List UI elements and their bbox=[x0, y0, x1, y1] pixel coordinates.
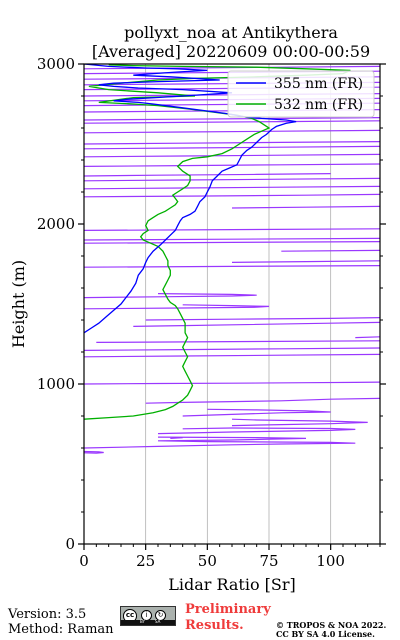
copyright-line2: CC BY SA 4.0 License. bbox=[276, 629, 375, 639]
series-group bbox=[84, 64, 380, 454]
y-tick-label-3: 3000 bbox=[37, 55, 75, 73]
noise-segment-17 bbox=[231, 260, 380, 263]
noise-segment-33 bbox=[84, 117, 380, 121]
noise-segment-3 bbox=[157, 427, 356, 435]
noise-segment-29 bbox=[84, 145, 380, 150]
preliminary-line1: Preliminary bbox=[185, 602, 271, 617]
chart-title-line2: [Averaged] 20220609 00:00-00:59 bbox=[92, 42, 370, 61]
y-tick-label-1: 1000 bbox=[37, 375, 75, 393]
noise-segment-14 bbox=[84, 304, 270, 310]
series-line-355nm bbox=[84, 64, 297, 334]
noise-segment-31 bbox=[84, 129, 380, 134]
noise-segment-13 bbox=[145, 317, 380, 321]
legend-label-355: 355 nm (FR) bbox=[274, 76, 363, 92]
version-text: Version: 3.5 bbox=[8, 607, 87, 622]
x-tick-label-1: 25 bbox=[136, 552, 155, 570]
legend: 355 nm (FR) 532 nm (FR) bbox=[227, 70, 375, 118]
x-tick-label-3: 75 bbox=[259, 552, 278, 570]
copyright-line1: © TROPOS & NOA 2022. bbox=[276, 620, 387, 630]
noise-segment-8 bbox=[84, 353, 380, 358]
x-tick-label-0: 0 bbox=[79, 552, 89, 570]
noise-segment-10 bbox=[96, 340, 380, 343]
chart-title-line1: pollyxt_noa at Antikythera bbox=[124, 23, 338, 42]
noise-segment-4 bbox=[231, 418, 368, 427]
cc-by-label: BY bbox=[140, 619, 145, 624]
y-axis-label: Height (m) bbox=[9, 260, 28, 348]
noise-segment-22 bbox=[231, 205, 380, 209]
y-tick-label-2: 2000 bbox=[37, 215, 75, 233]
x-tick-label-2: 50 bbox=[198, 552, 217, 570]
legend-label-532: 532 nm (FR) bbox=[274, 97, 363, 113]
method-text: Method: Raman bbox=[8, 622, 114, 637]
noise-segment-27 bbox=[84, 163, 380, 167]
noise-segment-16 bbox=[84, 265, 380, 268]
noise-segment-0 bbox=[84, 450, 104, 454]
noise-segment-15 bbox=[84, 293, 257, 299]
noise-segment-18 bbox=[281, 249, 380, 252]
x-tick-label-4: 100 bbox=[316, 552, 345, 570]
noise-segment-21 bbox=[84, 228, 380, 231]
cc-sa-label: SA bbox=[155, 619, 161, 624]
noise-segment-11 bbox=[355, 336, 380, 339]
noise-segment-24 bbox=[84, 185, 380, 190]
noise-segment-28 bbox=[84, 153, 380, 158]
cc-license-badge: cc i ↻ BY SA bbox=[120, 606, 176, 626]
noise-segment-32 bbox=[84, 120, 380, 124]
noise-segment-9 bbox=[84, 347, 380, 351]
noise-segment-42 bbox=[84, 65, 380, 70]
noise-segment-1 bbox=[84, 436, 356, 449]
noise-segment-23 bbox=[84, 193, 380, 198]
noise-segment-6 bbox=[145, 397, 380, 404]
cc-badge-strip: BY SA bbox=[121, 619, 175, 625]
noise-segment-19 bbox=[84, 241, 380, 244]
series-line-532nm bbox=[84, 64, 351, 420]
plot-frame bbox=[83, 63, 381, 545]
y-tick-label-0: 0 bbox=[65, 535, 75, 553]
noise-segment-25 bbox=[84, 177, 380, 182]
noise-segment-5 bbox=[182, 408, 331, 417]
noise-segment-2 bbox=[170, 437, 183, 439]
noise-segment-30 bbox=[84, 141, 380, 145]
x-axis-label: Lidar Ratio [Sr] bbox=[168, 575, 296, 594]
noise-segment-12 bbox=[133, 321, 380, 327]
noise-segment-7 bbox=[84, 381, 380, 385]
noise-segment-26 bbox=[84, 173, 331, 177]
preliminary-line2: Results. bbox=[185, 618, 244, 633]
noise-segment-20 bbox=[84, 237, 380, 241]
